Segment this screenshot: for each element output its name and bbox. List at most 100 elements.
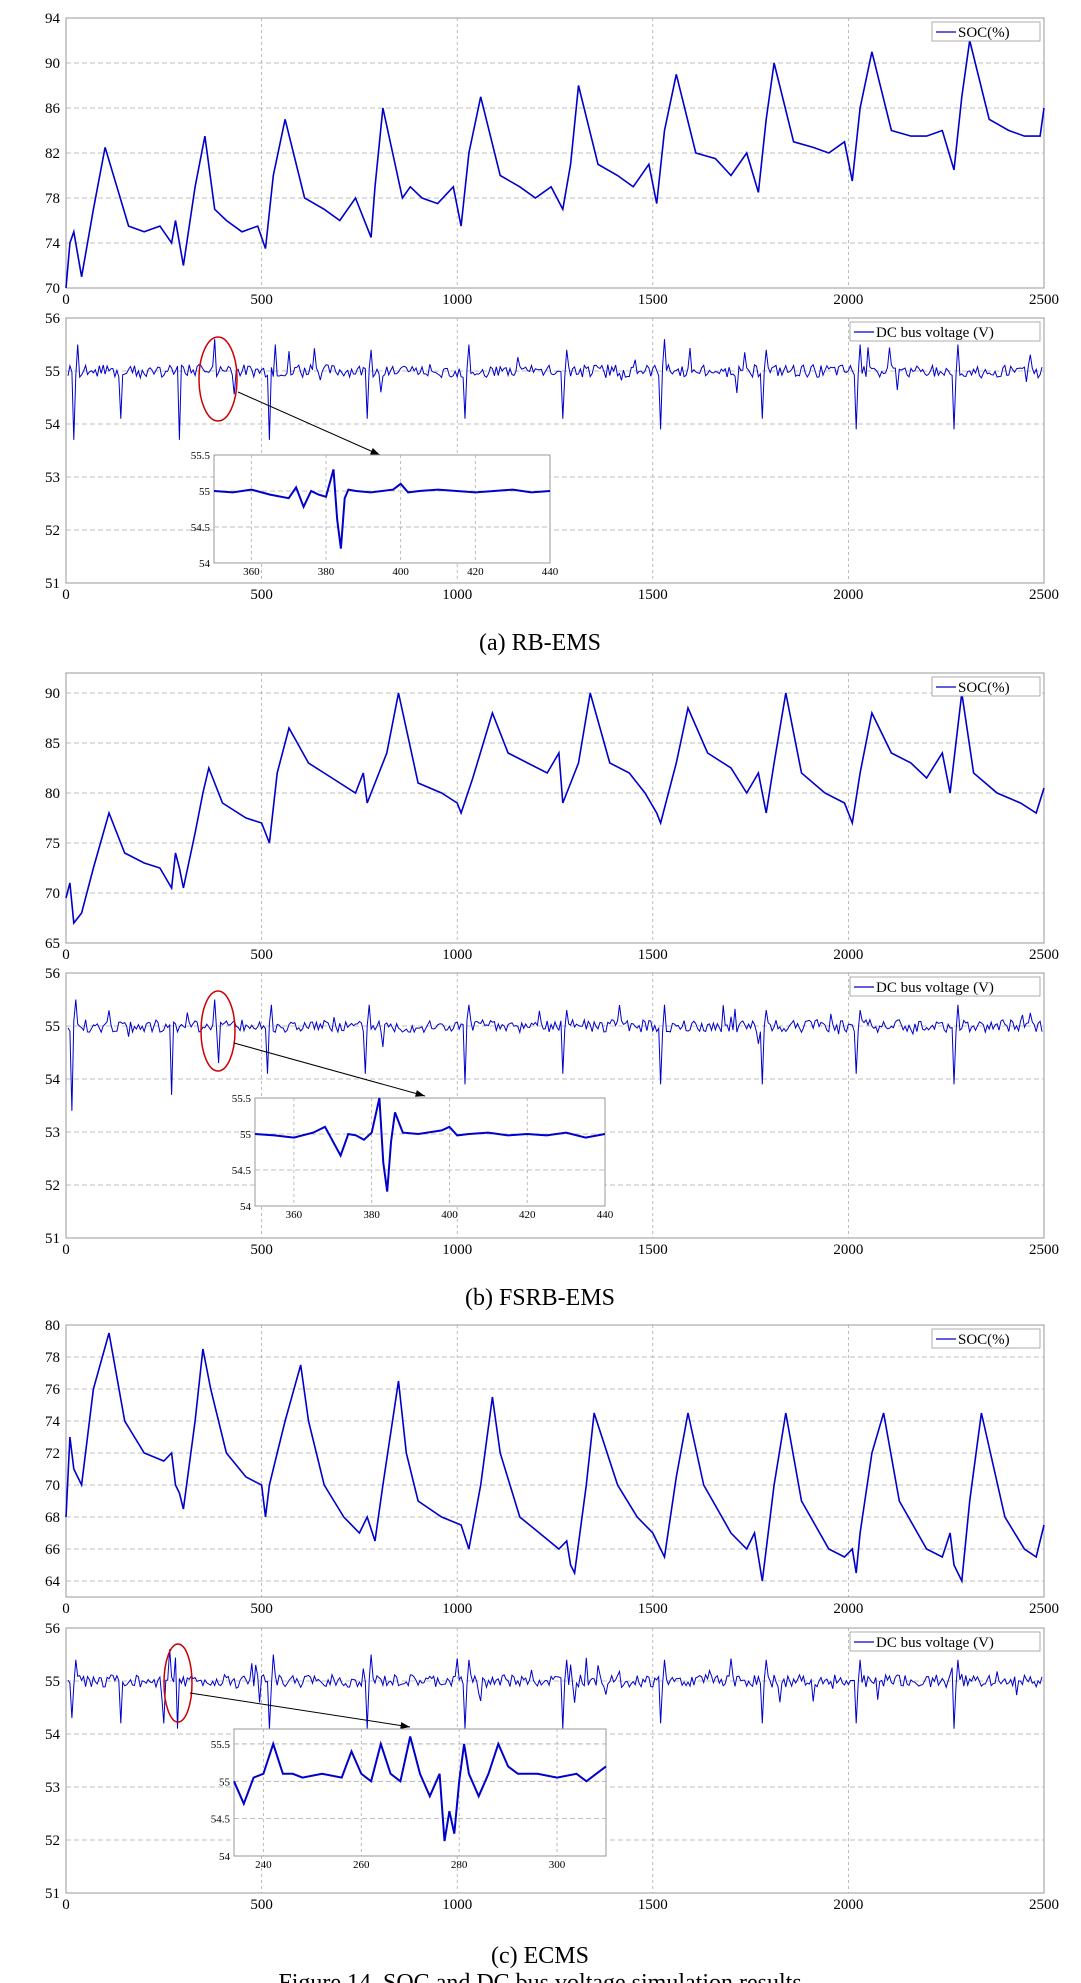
y-tick-label: 53 — [45, 1125, 60, 1141]
y-tick-label: 75 — [45, 836, 60, 852]
y-tick-label: 76 — [45, 1382, 61, 1398]
y-tick-label: 54 — [199, 558, 211, 570]
x-tick-label: 2000 — [833, 292, 863, 308]
plot-area — [65, 1324, 1045, 1598]
y-tick-label: 55 — [45, 1019, 60, 1035]
chart-c-soc: 0 500 1000 1500 2000 2500 64 66 68 70 72 74 76 78 80 SO… — [45, 1318, 1059, 1617]
y-tick-label: 52 — [45, 1833, 60, 1849]
x-tick-label: 2500 — [1029, 292, 1059, 308]
x-tick-label: 1500 — [638, 947, 668, 963]
x-tick-label: 500 — [250, 1601, 273, 1617]
series-line — [67, 999, 1043, 1111]
legend — [931, 21, 1041, 42]
x-tick-label: 400 — [392, 566, 409, 578]
x-tick-label: 2500 — [1029, 1242, 1059, 1258]
zoom-arrow — [233, 1042, 426, 1097]
legend — [849, 1631, 1041, 1652]
chart-b-dc-bus-voltage: 0 500 1000 1500 2000 2500 51 52 53 54 55 56 DC bus v… — [45, 966, 1059, 1258]
y-tick-label: 56 — [45, 966, 61, 982]
x-tick-label: 1000 — [442, 292, 472, 308]
series-line — [67, 1649, 1043, 1729]
x-tick-label: 1000 — [442, 1601, 472, 1617]
chart-c-dc-bus-voltage: 0 500 1000 1500 2000 2500 51 52 53 54 55 56 DC bus v… — [45, 1621, 1059, 1913]
y-tick-label: 53 — [45, 1780, 60, 1796]
y-tick-label: 70 — [45, 1478, 60, 1494]
x-tick-label: 1500 — [638, 1242, 668, 1258]
y-tick-label: 66 — [45, 1542, 61, 1558]
zoom-arrow-head — [370, 448, 380, 455]
caption-b: (b) FSRB-EMS — [465, 1285, 615, 1311]
y-tick-label: 90 — [45, 56, 60, 72]
y-tick-label: 64 — [45, 1574, 61, 1590]
x-tick-label: 500 — [250, 1242, 273, 1258]
series-line — [65, 40, 1045, 289]
zoom-arrow-head — [415, 1090, 425, 1097]
legend — [931, 1328, 1041, 1349]
y-tick-label: 53 — [45, 470, 60, 486]
x-tick-label: 1000 — [442, 1897, 472, 1913]
x-tick-label: 260 — [353, 1859, 370, 1871]
plot-area — [254, 1097, 606, 1207]
y-tick-label: 65 — [45, 936, 60, 952]
legend-label: DC bus voltage (V) — [876, 980, 994, 996]
legend-label: DC bus voltage (V) — [876, 325, 994, 341]
figure-caption: Figure 14. SOC and DC bus voltage simula… — [278, 1970, 801, 1983]
y-tick-label: 90 — [45, 686, 60, 702]
y-tick-label: 55.5 — [211, 1739, 231, 1751]
zoom-highlight-ellipse — [198, 336, 238, 422]
x-tick-label: 1500 — [638, 1897, 668, 1913]
y-tick-label: 86 — [45, 101, 61, 117]
x-tick-label: 500 — [250, 947, 273, 963]
legend-label: SOC(%) — [958, 1332, 1010, 1348]
legend-label: DC bus voltage (V) — [876, 1635, 994, 1651]
x-tick-label: 440 — [542, 566, 559, 578]
legend — [849, 321, 1041, 342]
y-tick-label: 70 — [45, 281, 60, 297]
y-tick-label: 51 — [45, 576, 60, 592]
inset-series-line — [254, 1097, 606, 1192]
y-tick-label: 85 — [45, 736, 60, 752]
inset-series-line — [213, 469, 551, 549]
y-tick-label: 78 — [45, 1350, 60, 1366]
zoom-arrow — [189, 1692, 411, 1728]
x-tick-label: 500 — [250, 587, 273, 603]
plot-area — [233, 1728, 607, 1857]
x-tick-label: 420 — [519, 1209, 536, 1221]
x-tick-label: 360 — [286, 1209, 303, 1221]
y-tick-label: 94 — [45, 11, 61, 27]
y-tick-label: 54.5 — [232, 1165, 252, 1177]
y-tick-label: 54 — [219, 1851, 231, 1863]
x-tick-label: 2000 — [833, 1601, 863, 1617]
y-tick-label: 56 — [45, 1621, 61, 1637]
x-tick-label: 0 — [62, 1897, 70, 1913]
x-tick-label: 380 — [318, 566, 335, 578]
x-tick-label: 240 — [255, 1859, 272, 1871]
series-line — [65, 692, 1045, 926]
y-tick-label: 54 — [45, 417, 61, 433]
y-tick-label: 54.5 — [191, 522, 211, 534]
legend-label: SOC(%) — [958, 680, 1010, 696]
y-tick-label: 51 — [45, 1886, 60, 1902]
y-tick-label: 55 — [45, 1674, 60, 1690]
x-tick-label: 280 — [451, 1859, 468, 1871]
x-tick-label: 0 — [62, 947, 70, 963]
x-tick-label: 1500 — [638, 587, 668, 603]
y-tick-label: 82 — [45, 146, 60, 162]
y-tick-label: 55 — [219, 1776, 231, 1788]
plot-area — [213, 454, 551, 564]
x-tick-label: 420 — [467, 566, 484, 578]
y-tick-label: 55 — [199, 486, 211, 498]
chart-a-dc-bus-voltage: 0 500 1000 1500 2000 2500 51 52 53 54 55 56 DC bus v… — [45, 311, 1059, 603]
x-tick-label: 1000 — [442, 947, 472, 963]
chart-a-soc: 0 500 1000 1500 2000 2500 70 74 78 82 86 90 94 SOC(%) — [45, 11, 1059, 308]
y-tick-label: 56 — [45, 311, 61, 327]
x-tick-label: 300 — [549, 1859, 566, 1871]
y-tick-label: 54 — [240, 1201, 252, 1213]
y-tick-label: 54 — [45, 1072, 61, 1088]
y-tick-label: 72 — [45, 1446, 60, 1462]
x-tick-label: 2000 — [833, 947, 863, 963]
x-tick-label: 2000 — [833, 1242, 863, 1258]
legend-label: SOC(%) — [958, 25, 1010, 41]
x-tick-label: 0 — [62, 292, 70, 308]
y-tick-label: 74 — [45, 236, 61, 252]
